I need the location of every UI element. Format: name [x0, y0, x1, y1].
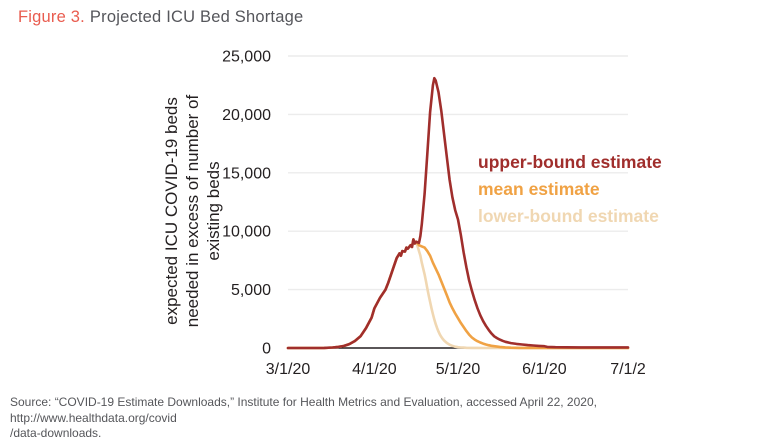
x-tick-label: 7/1/2: [610, 361, 646, 378]
source-note: Source: “COVID-19 Estimate Downloads,” I…: [10, 395, 766, 438]
y-tick-label: 10,000: [222, 224, 271, 241]
chart-legend: upper-bound estimate mean estimate lower…: [478, 149, 662, 230]
figure-number-label: Figure 3.: [18, 8, 85, 26]
y-tick-label: 25,000: [222, 49, 271, 66]
legend-upper-bound-estimate: upper-bound estimate: [478, 152, 662, 172]
y-tick-label: 20,000: [222, 107, 271, 124]
x-tick-label: 6/1/20: [522, 361, 567, 378]
y-tick-label: 0: [262, 341, 271, 358]
source-note-line-1: Source: “COVID-19 Estimate Downloads,” I…: [10, 395, 597, 425]
series-line-lower-bound: [286, 238, 630, 350]
x-tick-label: 4/1/20: [352, 361, 397, 378]
x-tick-label: 3/1/20: [266, 361, 311, 378]
series-line-upper-bound: [286, 76, 630, 350]
legend-mean-estimate: mean estimate: [478, 179, 600, 199]
x-tick-label: 5/1/20: [436, 361, 481, 378]
figure-title: Figure 3. Projected ICU Bed Shortage: [18, 8, 303, 27]
y-tick-label: 5,000: [231, 282, 271, 299]
series-line-mean: [286, 238, 630, 350]
legend-lower-bound-estimate: lower-bound estimate: [478, 206, 659, 226]
figure-title-text: Projected ICU Bed Shortage: [89, 8, 304, 26]
y-tick-label: 15,000: [222, 165, 271, 182]
source-note-line-2: /data-downloads.: [10, 426, 102, 438]
